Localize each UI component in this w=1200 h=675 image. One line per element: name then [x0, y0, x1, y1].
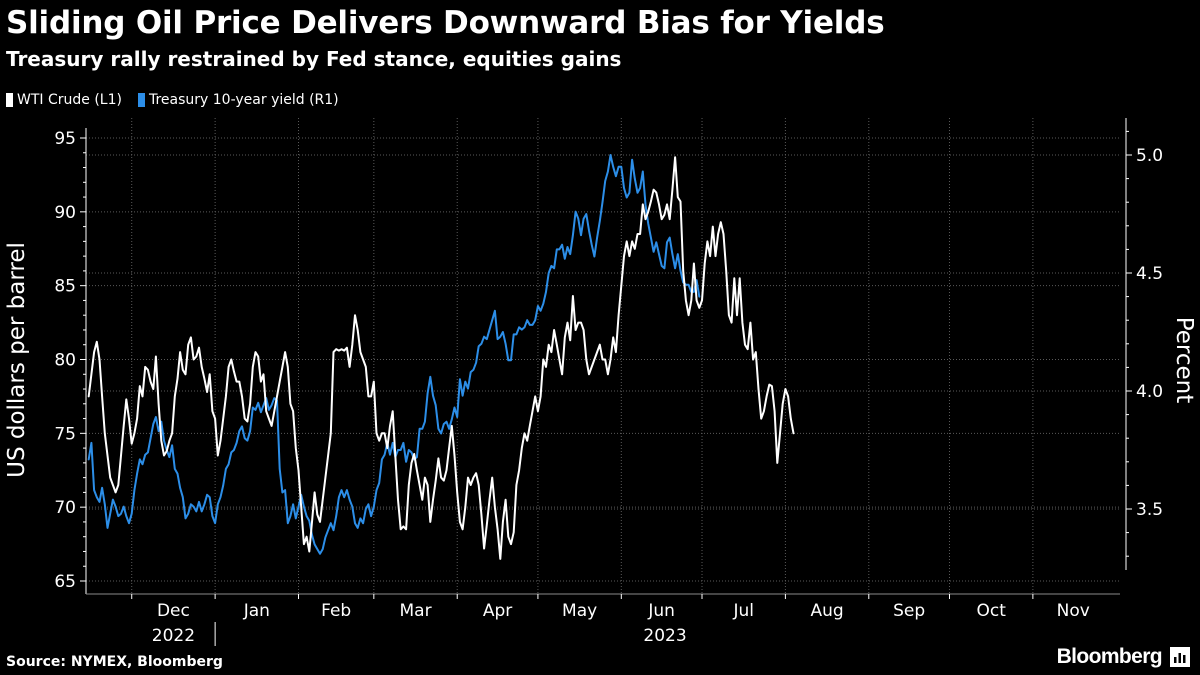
source-note: Source: NYMEX, Bloomberg	[6, 654, 223, 670]
chart-subtitle: Treasury rally restrained by Fed stance,…	[6, 47, 622, 71]
month-label-apr: Apr	[483, 601, 512, 621]
brand-name: Bloomberg	[1056, 645, 1163, 668]
month-label-mar: Mar	[399, 601, 431, 621]
left-tick-label-65: 65	[54, 572, 76, 592]
left-tick-label-80: 80	[54, 351, 76, 371]
month-label-feb: Feb	[321, 601, 351, 621]
month-label-jan: Jan	[243, 601, 270, 621]
legend: WTI Crude (L1) Treasury 10-year yield (R…	[6, 90, 355, 110]
legend-swatch-treasury	[137, 93, 145, 107]
month-label-dec: Dec	[157, 601, 190, 621]
chart-title: Sliding Oil Price Delivers Downward Bias…	[6, 5, 885, 41]
left-tick-label-90: 90	[54, 203, 76, 223]
right-tick-label-4: 4.0	[1136, 382, 1163, 402]
month-label-nov: Nov	[1057, 601, 1090, 621]
legend-label-wti: WTI Crude (L1)	[17, 92, 122, 108]
legend-swatch-wti	[6, 93, 13, 107]
month-label-jul: Jul	[732, 601, 754, 621]
year-label-2023: 2023	[643, 626, 686, 646]
grid-layer	[86, 118, 1120, 594]
legend-item-treasury: Treasury 10-year yield (R1)	[137, 90, 339, 110]
right-axis-title: Percent	[1171, 317, 1197, 404]
left-tick-label-70: 70	[54, 498, 76, 518]
month-label-jun: Jun	[647, 601, 675, 621]
left-tick-label-75: 75	[54, 424, 76, 444]
year-label-2022: 2022	[152, 626, 195, 646]
right-tick-label-5: 5.0	[1136, 146, 1163, 166]
bloomberg-logo-icon	[1170, 647, 1190, 667]
legend-label-treasury: Treasury 10-year yield (R1)	[148, 92, 339, 108]
month-label-aug: Aug	[810, 601, 843, 621]
left-tick-label-95: 95	[54, 129, 76, 149]
month-label-may: May	[562, 601, 597, 621]
series-layer	[87, 154, 795, 560]
legend-item-wti: WTI Crude (L1)	[6, 90, 122, 110]
left-tick-label-85: 85	[54, 277, 76, 297]
month-label-oct: Oct	[976, 601, 1006, 621]
left-axis-title: US dollars per barrel	[4, 242, 30, 478]
month-label-sep: Sep	[893, 601, 925, 621]
right-tick-label-3.5: 3.5	[1136, 500, 1163, 520]
bloomberg-brand: Bloomberg	[1057, 645, 1190, 669]
right-tick-label-4.5: 4.5	[1136, 264, 1163, 284]
series-line-wti-crude	[87, 156, 795, 560]
axis-layer: 65 70 75 80 85 90 95 3.5 4.0 4.5 5.0 Dec Jan Feb Mar Ap…	[4, 118, 1197, 646]
